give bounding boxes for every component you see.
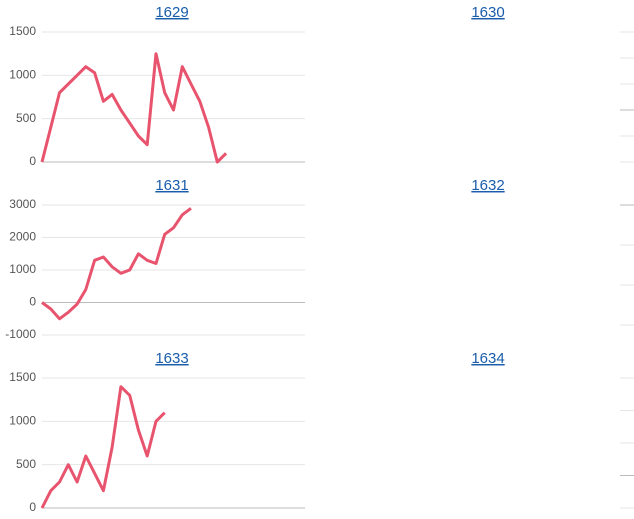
y-tick-label: 0 <box>29 500 36 514</box>
y-tick-label: 3000 <box>9 197 36 211</box>
y-tick-label: 500 <box>16 457 36 471</box>
y-tick-label: 500 <box>16 111 36 125</box>
y-tick-label: 0 <box>29 295 36 309</box>
data-line <box>40 52 228 164</box>
y-tick-label: 1000 <box>9 414 36 428</box>
chart-title[interactable]: 1629 <box>155 4 188 21</box>
y-tick-label: 1000 <box>9 68 36 82</box>
data-line <box>41 207 192 321</box>
y-tick-label: 1000 <box>9 262 36 276</box>
y-tick-label: 1500 <box>9 370 36 384</box>
chart-title[interactable]: 1630 <box>471 4 504 21</box>
chart-title[interactable]: 1631 <box>155 177 188 194</box>
y-tick-label: 0 <box>29 154 36 168</box>
data-line <box>40 385 166 509</box>
chart-title[interactable]: 1634 <box>471 350 504 367</box>
chart-title[interactable]: 1632 <box>471 177 504 194</box>
y-tick-label: -1000 <box>5 327 36 341</box>
y-tick-label: 1500 <box>9 24 36 38</box>
chart-title[interactable]: 1633 <box>155 350 188 367</box>
y-tick-label: 2000 <box>9 230 36 244</box>
